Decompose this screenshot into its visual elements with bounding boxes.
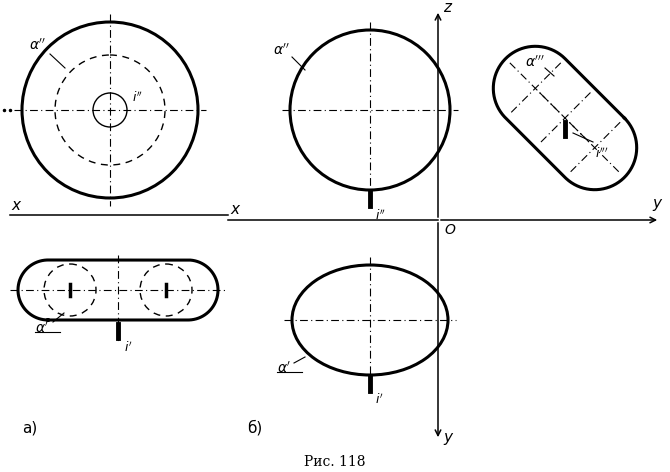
Text: $\alpha'''$: $\alpha'''$ xyxy=(525,54,545,69)
Text: $y$: $y$ xyxy=(443,431,454,447)
Text: $i'$: $i'$ xyxy=(124,340,133,354)
Text: $\alpha''$: $\alpha''$ xyxy=(273,42,291,58)
Text: $O$: $O$ xyxy=(444,223,456,237)
Text: $x$: $x$ xyxy=(230,202,242,217)
Text: $\alpha'$: $\alpha'$ xyxy=(277,361,291,376)
Text: $x$: $x$ xyxy=(11,199,23,213)
Text: $i''$: $i''$ xyxy=(132,91,143,105)
Text: $\alpha''$: $\alpha''$ xyxy=(29,37,46,52)
Text: Рис. 118: Рис. 118 xyxy=(304,455,366,469)
Text: $\alpha'$: $\alpha'$ xyxy=(35,320,49,336)
Text: а): а) xyxy=(22,421,38,436)
Text: $y$: $y$ xyxy=(652,197,663,213)
Text: $i'''$: $i'''$ xyxy=(595,146,608,160)
Text: $i''$: $i''$ xyxy=(375,208,386,222)
Text: б): б) xyxy=(247,420,263,436)
Text: $i'$: $i'$ xyxy=(375,393,384,407)
Text: $z$: $z$ xyxy=(443,0,454,15)
